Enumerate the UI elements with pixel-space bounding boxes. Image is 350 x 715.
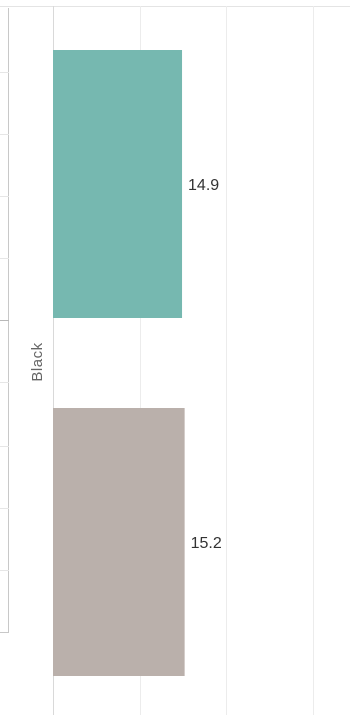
chart-frame [0,6,350,633]
bar-series-2[interactable] [53,408,185,676]
data-labels: 14.9 15.2 [188,177,222,552]
bar-series-1[interactable] [53,50,183,318]
data-label-series-2: 15.2 [191,535,222,552]
category-label-black: Black [29,342,46,381]
data-label-series-1: 14.9 [188,177,219,194]
bars [53,50,185,676]
